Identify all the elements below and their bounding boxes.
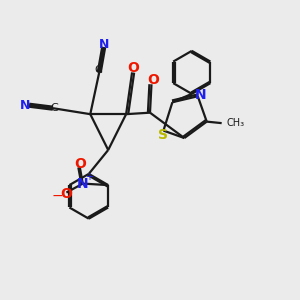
Text: O: O [147, 74, 159, 87]
Text: O: O [74, 157, 86, 171]
Text: N: N [194, 88, 206, 102]
Text: +: + [85, 172, 93, 182]
Text: N: N [20, 99, 30, 112]
Text: CH₃: CH₃ [226, 118, 244, 128]
Text: O: O [128, 61, 140, 75]
Text: C: C [95, 65, 103, 75]
Text: N: N [99, 38, 110, 51]
Text: N: N [77, 177, 88, 190]
Text: S: S [158, 128, 168, 142]
Text: −: − [52, 188, 63, 203]
Text: C: C [50, 103, 58, 113]
Text: O: O [60, 187, 72, 201]
